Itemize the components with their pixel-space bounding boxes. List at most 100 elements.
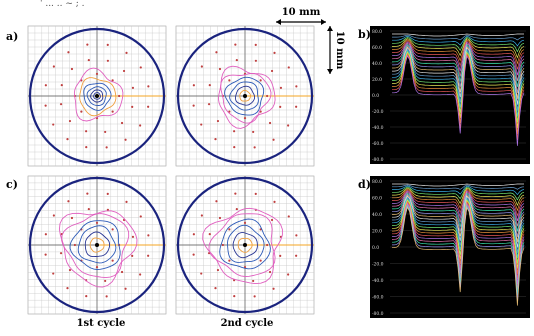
graph-curve [392,49,525,117]
sensor-dot [192,253,195,256]
graph-curve [392,53,525,141]
sensor-dot [228,228,231,231]
sensor-dot [106,59,109,62]
graph-curve [392,46,525,99]
contour-ring [86,86,107,106]
graph-curve [391,43,525,88]
sensor-dot [295,234,298,237]
sensor-dot [80,110,83,113]
sensor-dot [192,84,195,87]
cropped-top-text: ' ... .. ~ ; . [40,0,85,9]
graph-tick-label: 80.0 [372,179,382,185]
contour-ring [237,237,253,253]
sensor-dot [120,121,124,125]
graph-curve [391,197,525,259]
graph-curve [392,50,525,123]
contour-ring [73,67,124,122]
sensor-dot [228,79,231,82]
sensor-dot [52,65,55,68]
sensor-dot [295,254,298,257]
outer-ring [176,176,314,314]
sensor-dot [68,268,72,272]
sensor-dot [295,85,298,88]
sensor-dot [125,51,128,54]
sensor-dot [85,130,88,133]
sensor-dot [147,85,150,88]
sensor-dot [86,43,89,46]
contour-ring [239,89,251,102]
sensor-dot [87,58,90,62]
graph-curve [392,37,525,53]
sensor-dot [200,65,203,68]
sensor-dot [214,138,217,141]
sensor-dot [120,270,124,274]
sensor-dot [216,268,220,272]
graph-curve [392,52,525,135]
sensor-dot [279,86,283,89]
sensor-dot [254,192,257,195]
sensor-dot [44,84,47,87]
graph-curve [391,41,525,76]
graph-tick-label: 20.0 [372,229,382,235]
sensor-dot [287,66,290,69]
sensor-dot [139,124,142,127]
contour-ring [93,92,101,100]
sensor-dot [52,123,55,126]
sensor-dot [270,218,274,222]
contour-map-c2 [175,175,315,315]
sensor-dot [287,215,290,218]
graph-tick-label: 60.0 [372,196,382,202]
contour-ring [229,81,259,111]
sensor-dot [279,254,282,257]
sensor-dot [85,295,88,298]
sensor-dot [59,103,63,106]
contour-ring [219,218,271,270]
sensor-dot [111,79,114,82]
sensor-dot [147,234,150,237]
outer-ring [28,27,166,165]
graph-curve [391,203,525,290]
sensor-dot [272,138,275,141]
sensor-dot [235,207,238,211]
contour-ring [90,89,104,103]
sensor-dot [214,287,217,290]
sensor-dot [200,272,203,275]
graph-tick-label: -40.0 [372,125,384,131]
sensor-dot [106,43,109,46]
outer-ring [176,27,314,165]
contour-map-a1 [27,25,167,167]
sensor-dot [228,259,231,262]
sensor-dot [73,243,76,247]
graph-curve [392,55,525,146]
graph-curve [392,39,525,65]
center-point [95,94,99,98]
sensor-dot [272,287,275,290]
sensor-dot [279,105,282,108]
sensor-dot [243,221,247,224]
graph-curve [392,186,525,201]
contour-ring [220,72,272,124]
sensor-dot [287,273,290,276]
sensor-dot [208,233,211,236]
sensor-dot [287,124,290,127]
cycle-label-1st: 1st cycle [77,318,126,329]
sensor-dot [106,208,109,211]
graph-tick-label: 0.0 [372,93,379,99]
sensor-dot [125,200,128,203]
sensor-dot [111,228,114,231]
graph-curve [392,44,525,93]
sensor-dot [67,200,70,203]
graph-curve [391,42,525,82]
sensor-dot [95,72,99,75]
sensor-dot [105,295,108,298]
graph-curve [392,192,525,232]
graph-curve [392,202,525,285]
contour-ring [232,232,258,259]
sensor-dot [124,138,127,141]
sensor-dot [147,254,150,257]
sensor-dot [218,216,222,220]
sensor-dot [295,105,298,108]
sensor-dot [44,253,47,256]
graph-curve [392,38,525,59]
graph-tick-label: -60.0 [372,295,384,301]
